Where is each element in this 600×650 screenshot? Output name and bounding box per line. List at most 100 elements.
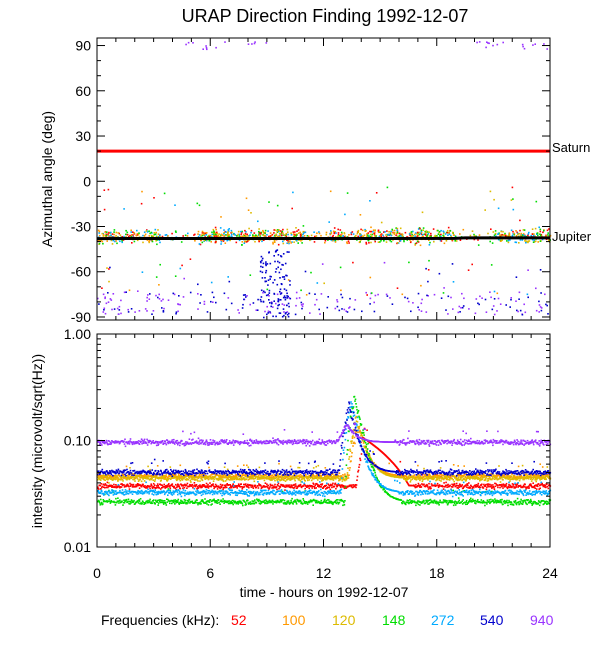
- angle-point: [346, 241, 348, 243]
- angle-point: [287, 302, 290, 305]
- intensity-point: [227, 475, 229, 478]
- intensity-point: [186, 499, 189, 502]
- angle-point: [212, 301, 214, 303]
- intensity-point: [295, 501, 297, 504]
- angle-point: [440, 233, 442, 236]
- intensity-point: [273, 477, 276, 480]
- intensity-point: [453, 484, 455, 486]
- intensity-point: [168, 477, 170, 480]
- intensity-point: [150, 474, 152, 477]
- intensity-point: [208, 475, 211, 478]
- angle-point: [278, 229, 280, 231]
- angle-point: [241, 307, 244, 309]
- angle-point: [127, 311, 130, 313]
- intensity-point: [330, 483, 332, 486]
- intensity-point: [263, 501, 265, 503]
- angle-point: [275, 229, 277, 231]
- angle-point: [116, 242, 118, 245]
- intensity-point: [113, 500, 115, 503]
- angle-point: [349, 306, 351, 308]
- intensity-point: [299, 483, 302, 486]
- intensity-point: [260, 476, 262, 478]
- intensity-point: [276, 499, 279, 502]
- intensity-point: [283, 499, 286, 502]
- intensity-point: [100, 483, 103, 485]
- intensity-point: [134, 486, 137, 488]
- intensity-point: [128, 502, 130, 505]
- intensity-point: [163, 478, 165, 480]
- angle-point: [302, 233, 304, 236]
- intensity-point: [543, 484, 546, 486]
- angle-point: [406, 297, 409, 300]
- intensity-point: [252, 473, 255, 476]
- intensity-point: [244, 501, 246, 503]
- angle-point: [214, 226, 217, 229]
- angle-point: [539, 269, 542, 271]
- angle-point: [156, 236, 158, 238]
- intensity-point: [105, 486, 108, 489]
- intensity-point: [120, 479, 122, 481]
- intensity-point: [277, 475, 280, 477]
- angle-point: [477, 244, 480, 246]
- intensity-point: [254, 484, 257, 487]
- angle-point: [478, 41, 481, 43]
- intensity-point: [293, 501, 295, 503]
- angle-point: [279, 230, 282, 232]
- intensity-point: [354, 484, 356, 487]
- angle-point: [334, 239, 337, 242]
- intensity-point: [246, 486, 249, 488]
- intensity-point: [508, 483, 510, 486]
- intensity-point: [457, 478, 459, 480]
- intensity-point: [360, 432, 362, 434]
- intensity-point: [343, 486, 345, 488]
- intensity-point: [212, 485, 215, 487]
- angle-point: [399, 239, 402, 242]
- intensity-point: [273, 486, 276, 489]
- intensity-point: [302, 499, 305, 502]
- angle-point: [350, 233, 353, 236]
- intensity-point: [517, 473, 519, 476]
- angle-point: [103, 189, 106, 191]
- angle-point: [196, 202, 199, 205]
- intensity-point: [524, 474, 526, 477]
- angle-point: [433, 293, 436, 296]
- angle-point: [277, 300, 279, 302]
- intensity-point: [481, 476, 483, 478]
- angle-point: [507, 239, 510, 242]
- intensity-point: [239, 478, 241, 481]
- angle-point: [241, 241, 244, 243]
- intensity-point: [325, 477, 328, 480]
- angle-point: [286, 313, 289, 316]
- angle-point: [294, 313, 297, 316]
- angle-point: [276, 235, 279, 238]
- intensity-point: [426, 477, 429, 480]
- intensity-point: [313, 477, 315, 480]
- intensity-point: [534, 479, 536, 481]
- intensity-point: [150, 478, 153, 480]
- intensity-point: [502, 483, 505, 485]
- intensity-point: [231, 499, 234, 502]
- angle-point: [533, 233, 535, 235]
- angle-point: [377, 229, 380, 232]
- intensity-point: [299, 500, 301, 503]
- angle-point: [246, 233, 248, 236]
- angle-point: [337, 235, 339, 237]
- angle-point: [287, 279, 290, 281]
- intensity-point: [486, 480, 489, 482]
- intensity-point: [399, 470, 401, 473]
- intensity-point: [275, 501, 278, 504]
- intensity-point: [143, 474, 146, 476]
- intensity-point: [234, 477, 237, 480]
- angle-point: [110, 234, 112, 237]
- intensity-point: [536, 484, 538, 486]
- intensity-point: [535, 485, 537, 487]
- angle-point: [445, 240, 448, 242]
- angle-point: [208, 234, 211, 237]
- angle-point: [158, 239, 161, 241]
- angle-point: [330, 231, 333, 234]
- angle-point: [194, 240, 196, 242]
- intensity-point: [374, 465, 376, 468]
- intensity-point: [198, 476, 201, 478]
- intensity-point: [191, 477, 194, 480]
- angle-point: [110, 239, 113, 242]
